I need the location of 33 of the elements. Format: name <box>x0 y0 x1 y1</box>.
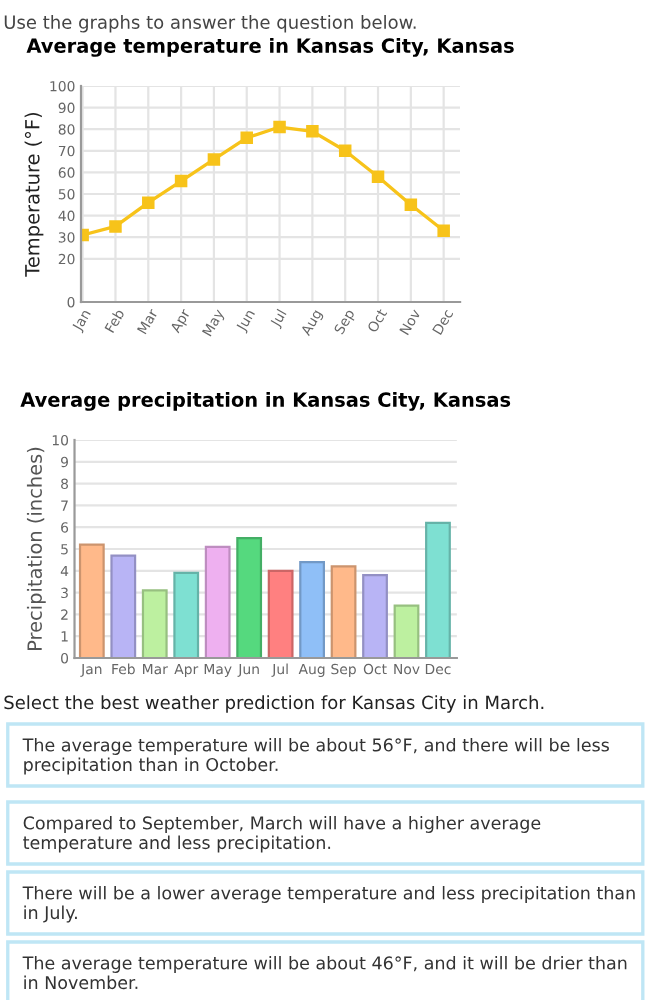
text: The average temperature will be about 56°F, and there will be less precipitation than in October. <box>22 738 609 775</box>
point <box>109 220 122 233</box>
text: There will be a lower average temperature and less precipitation than in July. <box>22 886 635 923</box>
y-axis-title: Precipitation (inches) <box>26 447 46 650</box>
bar <box>204 545 231 658</box>
bar <box>330 565 357 658</box>
point <box>371 170 385 183</box>
point <box>404 198 418 212</box>
bar <box>78 543 105 658</box>
bar <box>236 536 263 658</box>
bar <box>267 569 294 658</box>
y-axis-title: Temperature (°F) <box>24 112 44 277</box>
bar <box>110 554 137 658</box>
point <box>174 174 188 188</box>
bar <box>393 604 420 658</box>
bar <box>362 574 388 658</box>
bar <box>173 571 200 658</box>
text: Compared to September, March will have a higher average temperature and less precipitation. <box>23 816 541 853</box>
point <box>437 224 450 237</box>
bar <box>141 589 168 658</box>
point <box>142 196 155 209</box>
chart-title: Average precipitation in Kansas City, Kansas <box>20 391 511 411</box>
text: The average temperature will be about 46°F, and it will be drier than in November. <box>22 956 627 990</box>
chart-title: Average temperature in Kansas City, Kansas <box>26 37 514 57</box>
point <box>240 131 253 145</box>
text: Select the best weather prediction for Kansas City in March. <box>4 695 544 713</box>
point <box>207 153 221 166</box>
text: Use the graphs to answer the question below. <box>4 15 416 33</box>
bar <box>299 560 325 658</box>
point <box>306 125 319 138</box>
point <box>273 120 286 134</box>
bar <box>425 521 451 658</box>
point <box>338 144 352 158</box>
